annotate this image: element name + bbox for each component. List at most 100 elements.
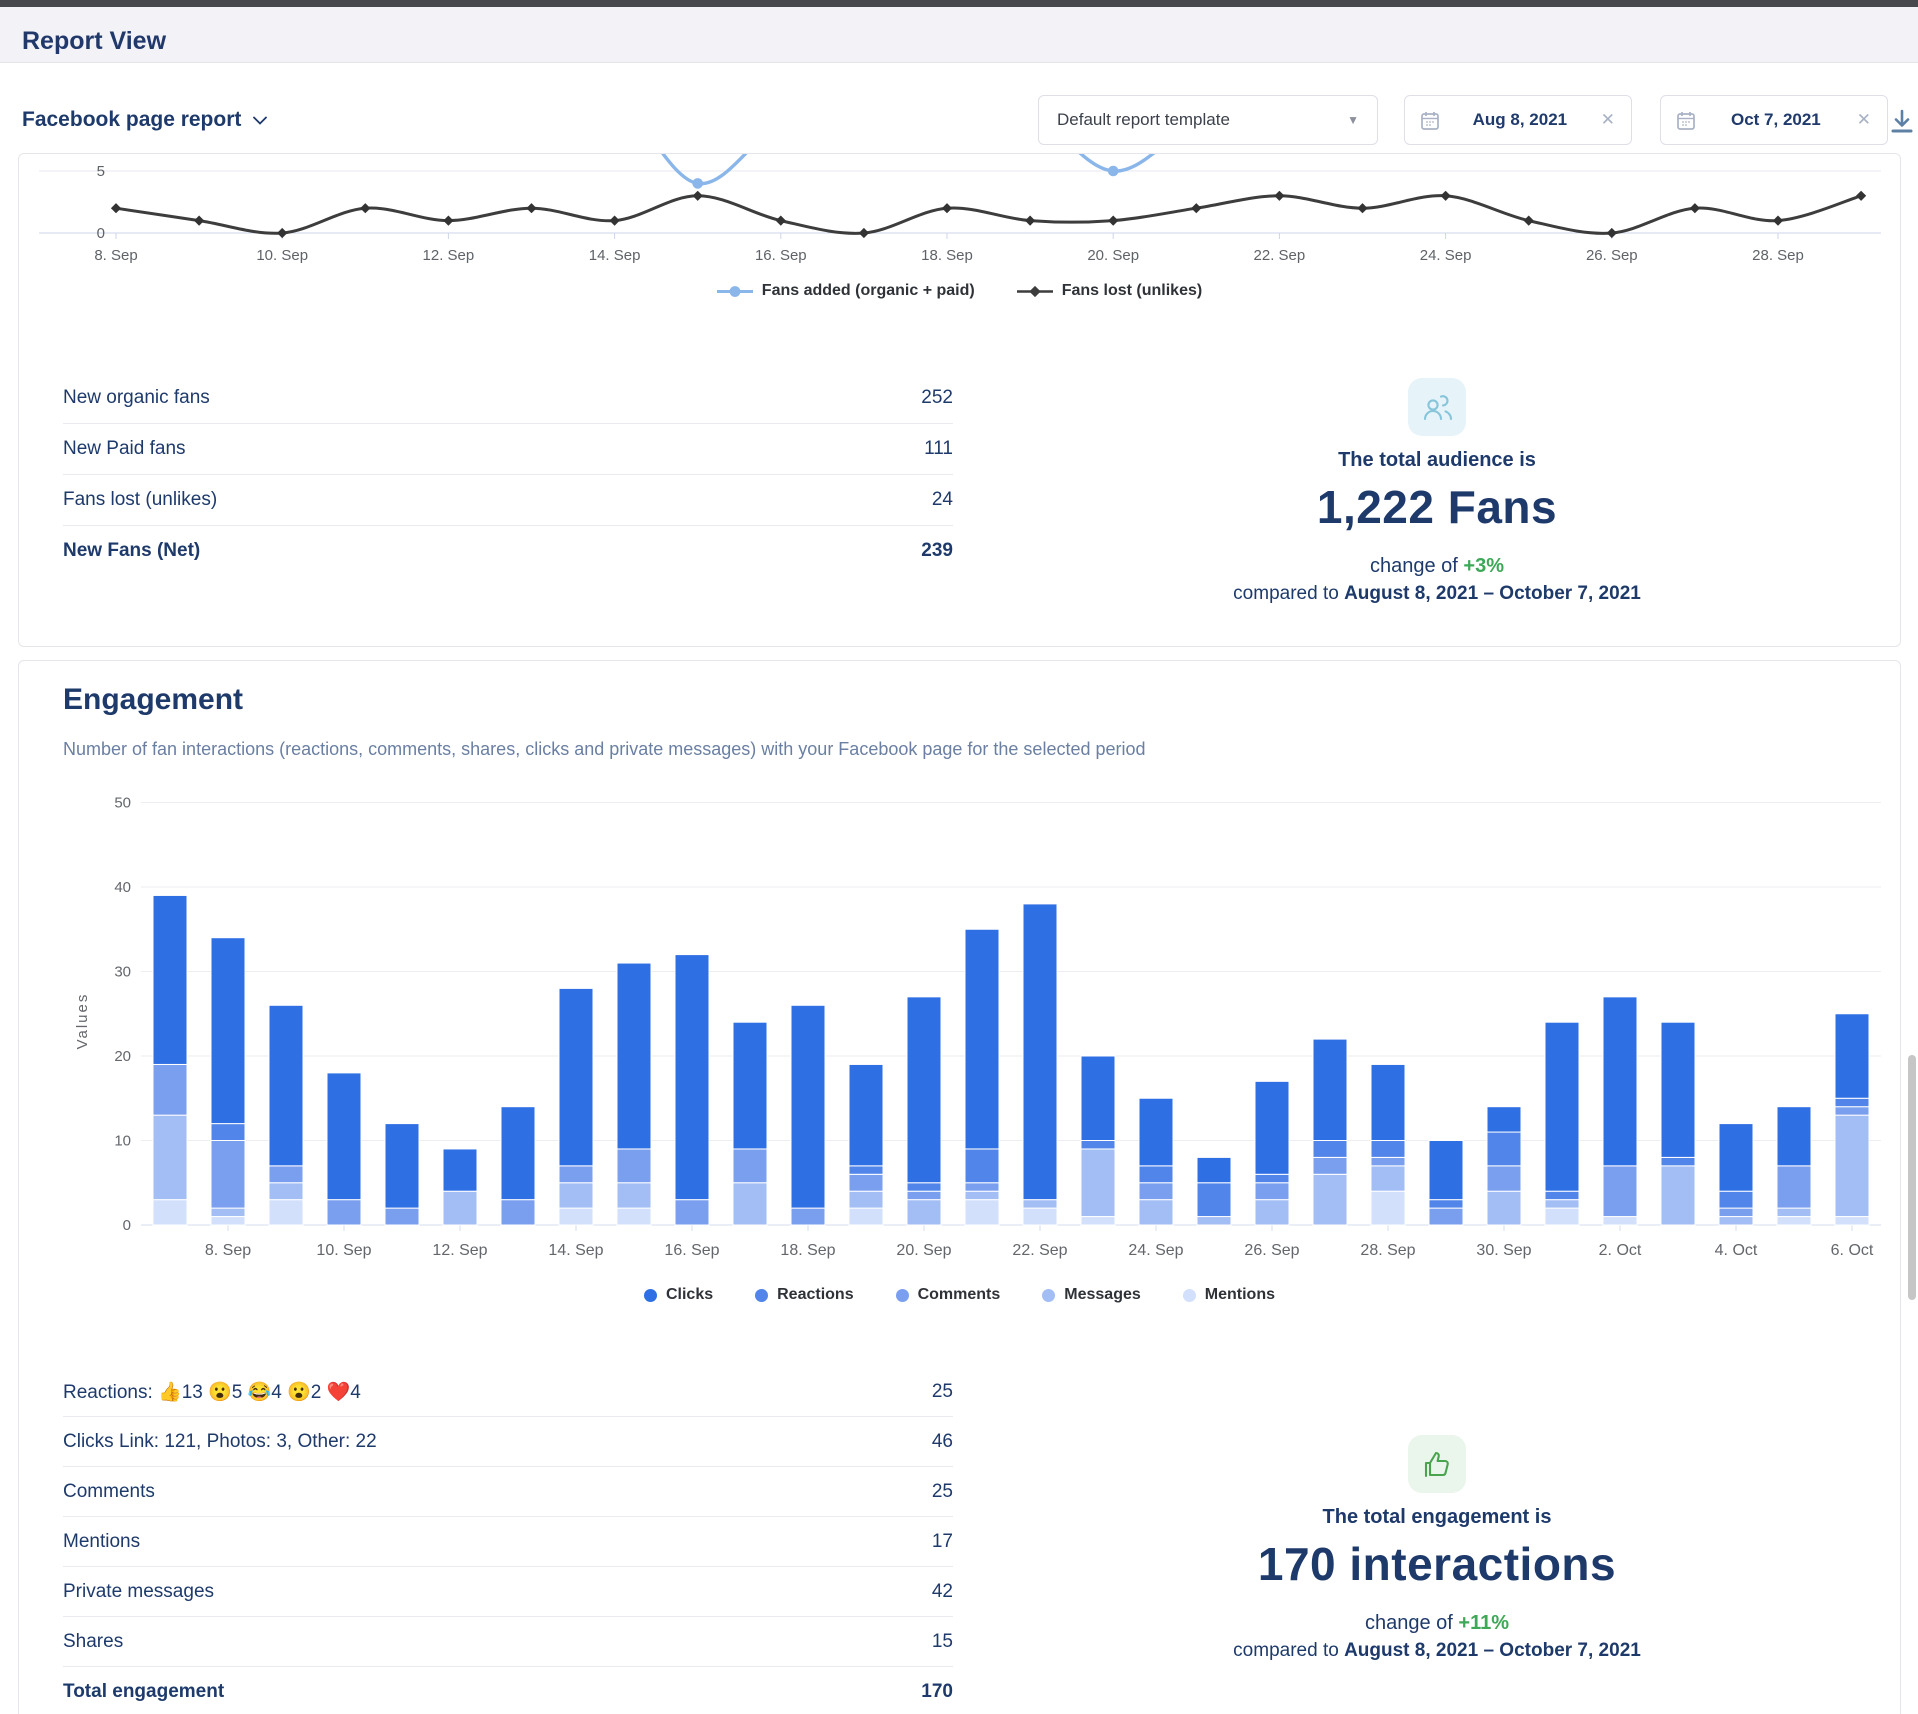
row-value: 46	[932, 1431, 953, 1453]
svg-text:28. Sep: 28. Sep	[1752, 247, 1804, 264]
legend-item-clicks[interactable]: Clicks	[644, 1286, 713, 1304]
legend-item-fans-added[interactable]: Fans added (organic + paid)	[717, 282, 975, 300]
table-row: New Fans (Net)239	[63, 526, 953, 576]
legend-item-messages[interactable]: Messages	[1042, 1286, 1141, 1304]
line-diamond-marker-icon	[1017, 285, 1053, 298]
row-value: 42	[932, 1581, 953, 1603]
legend-item-reactions[interactable]: Reactions	[755, 1286, 853, 1304]
engagement-description: Number of fan interactions (reactions, c…	[63, 739, 1146, 760]
svg-text:4. Oct: 4. Oct	[1715, 1242, 1758, 1259]
report-template-select[interactable]: Default report template ▼	[1038, 95, 1378, 145]
engagement-icon-badge	[1408, 1435, 1466, 1493]
audience-change-line: change of +3%	[1001, 555, 1873, 578]
change-prefix: change of	[1370, 555, 1458, 577]
legend-item-fans-lost[interactable]: Fans lost (unlikes)	[1017, 282, 1202, 300]
legend-label: Clicks	[666, 1286, 713, 1304]
legend-dot-icon	[755, 1289, 768, 1302]
svg-text:22. Sep: 22. Sep	[1254, 247, 1306, 264]
date-from-value: Aug 8, 2021	[1451, 110, 1589, 130]
svg-text:16. Sep: 16. Sep	[755, 247, 807, 264]
svg-text:18. Sep: 18. Sep	[780, 1242, 835, 1259]
row-value: 17	[932, 1531, 953, 1553]
row-label: Clicks Link: 121, Photos: 3, Other: 22	[63, 1431, 377, 1453]
svg-text:14. Sep: 14. Sep	[589, 247, 641, 264]
table-row: Fans lost (unlikes)24	[63, 475, 953, 526]
legend-dot-icon	[1183, 1289, 1196, 1302]
compare-prefix: compared to	[1233, 1640, 1339, 1661]
legend-dot-icon	[896, 1289, 909, 1302]
svg-text:0: 0	[123, 1217, 131, 1234]
chevron-down-icon	[253, 116, 267, 125]
svg-text:6. Oct: 6. Oct	[1831, 1242, 1874, 1259]
compare-prefix: compared to	[1233, 583, 1339, 604]
engagement-title: Engagement	[63, 683, 243, 717]
svg-text:24. Sep: 24. Sep	[1420, 247, 1472, 264]
legend-item-mentions[interactable]: Mentions	[1183, 1286, 1275, 1304]
audience-compare-line: compared to August 8, 2021 – October 7, …	[1001, 583, 1873, 605]
svg-text:10. Sep: 10. Sep	[256, 247, 308, 264]
svg-text:18. Sep: 18. Sep	[921, 247, 973, 264]
date-from-picker[interactable]: Aug 8, 2021 ✕	[1404, 95, 1632, 145]
people-icon	[1420, 392, 1454, 422]
report-name-dropdown[interactable]: Facebook page report	[22, 108, 267, 132]
row-value: 25	[932, 1481, 953, 1503]
thumbs-up-icon	[1421, 1448, 1453, 1480]
row-value: 24	[932, 489, 953, 511]
legend-label: Reactions	[777, 1286, 853, 1304]
svg-text:10. Sep: 10. Sep	[316, 1242, 371, 1259]
legend-item-comments[interactable]: Comments	[896, 1286, 1001, 1304]
engagement-compare-line: compared to August 8, 2021 – October 7, …	[1001, 1640, 1873, 1662]
svg-text:50: 50	[114, 795, 131, 812]
date-to-clear-icon[interactable]: ✕	[1857, 110, 1871, 130]
engagement-section-card: Engagement Number of fan interactions (r…	[18, 660, 1901, 1714]
table-row: New Paid fans111	[63, 424, 953, 475]
change-percent: +11%	[1458, 1612, 1509, 1634]
svg-text:24. Sep: 24. Sep	[1128, 1242, 1183, 1259]
download-report-button[interactable]	[1888, 108, 1916, 136]
engagement-headline: 170 interactions	[1001, 1537, 1873, 1591]
download-icon	[1888, 108, 1916, 136]
page-title: Report View	[22, 27, 166, 56]
vertical-scrollbar-thumb[interactable]	[1908, 1055, 1916, 1300]
svg-text:8. Sep: 8. Sep	[94, 247, 137, 264]
engagement-change-line: change of +11%	[1001, 1612, 1873, 1635]
table-row: Shares15	[63, 1617, 953, 1667]
svg-text:0: 0	[97, 225, 105, 242]
svg-text:12. Sep: 12. Sep	[432, 1242, 487, 1259]
date-from-clear-icon[interactable]: ✕	[1601, 110, 1615, 130]
engagement-table: Reactions: 👍13 😮5 😂4 😮2 ❤️4 25 Clicks Link…	[63, 1367, 953, 1714]
svg-text:40: 40	[114, 879, 131, 896]
svg-text:8. Sep: 8. Sep	[205, 1242, 251, 1259]
row-label: Private messages	[63, 1581, 214, 1603]
svg-text:16. Sep: 16. Sep	[664, 1242, 719, 1259]
legend-dot-icon	[1042, 1289, 1055, 1302]
change-prefix: change of	[1365, 1612, 1453, 1634]
table-row: New organic fans 252	[63, 373, 953, 424]
table-row: Comments25	[63, 1467, 953, 1517]
svg-text:Values: Values	[74, 993, 91, 1050]
svg-text:20: 20	[114, 1048, 131, 1065]
fans-chart-legend: Fans added (organic + paid) Fans lost (u…	[19, 282, 1900, 300]
table-row: Private messages 42	[63, 1567, 953, 1617]
date-to-picker[interactable]: Oct 7, 2021 ✕	[1660, 95, 1888, 145]
row-value: 252	[921, 387, 953, 409]
row-label: New organic fans	[63, 387, 210, 409]
fans-section-card: 058. Sep10. Sep12. Sep14. Sep16. Sep18. …	[18, 153, 1901, 647]
browser-edge-strip	[0, 0, 1918, 7]
fans-table: New organic fans 252 New Paid fans111Fans …	[63, 373, 953, 576]
template-select-value: Default report template	[1057, 110, 1230, 130]
svg-text:30. Sep: 30. Sep	[1476, 1242, 1531, 1259]
row-value: 15	[932, 1631, 953, 1653]
svg-text:26. Sep: 26. Sep	[1586, 247, 1638, 264]
svg-text:14. Sep: 14. Sep	[548, 1242, 603, 1259]
engagement-summary: The total engagement is 170 interactions…	[1001, 1429, 1873, 1662]
row-label: Reactions: 👍13 😮5 😂4 😮2 ❤️4	[63, 1380, 361, 1404]
report-name-label: Facebook page report	[22, 108, 241, 132]
svg-text:30: 30	[114, 964, 131, 981]
row-value: 111	[924, 438, 953, 460]
svg-text:12. Sep: 12. Sep	[423, 247, 475, 264]
calendar-icon	[1421, 111, 1439, 130]
date-to-value: Oct 7, 2021	[1707, 110, 1845, 130]
table-row: Mentions17	[63, 1517, 953, 1567]
svg-text:22. Sep: 22. Sep	[1012, 1242, 1067, 1259]
